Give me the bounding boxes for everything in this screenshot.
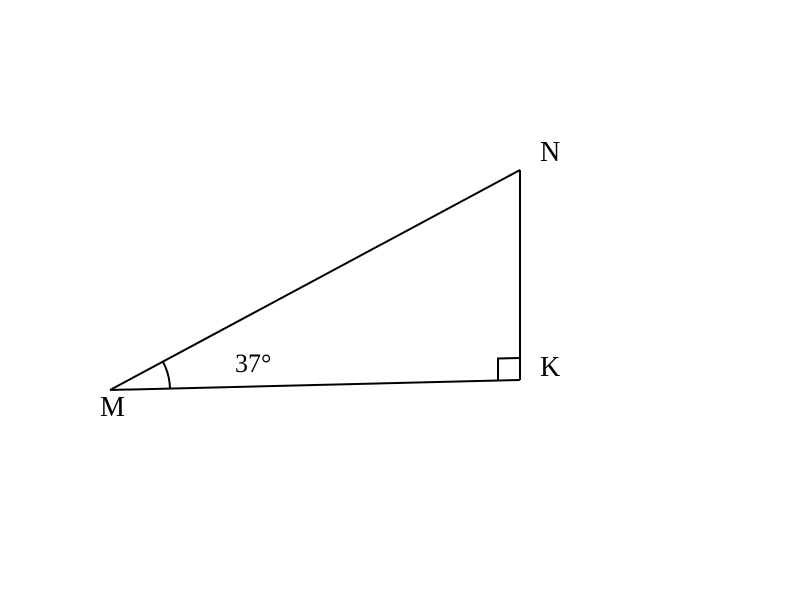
angle-M-label: 37°: [235, 349, 271, 379]
triangle-diagram: [0, 0, 800, 600]
vertex-label-K: K: [540, 352, 560, 384]
vertex-label-N: N: [540, 137, 560, 169]
right-angle-marker: [498, 358, 520, 381]
vertex-label-M: M: [100, 392, 125, 424]
angle-M-arc: [163, 362, 170, 389]
